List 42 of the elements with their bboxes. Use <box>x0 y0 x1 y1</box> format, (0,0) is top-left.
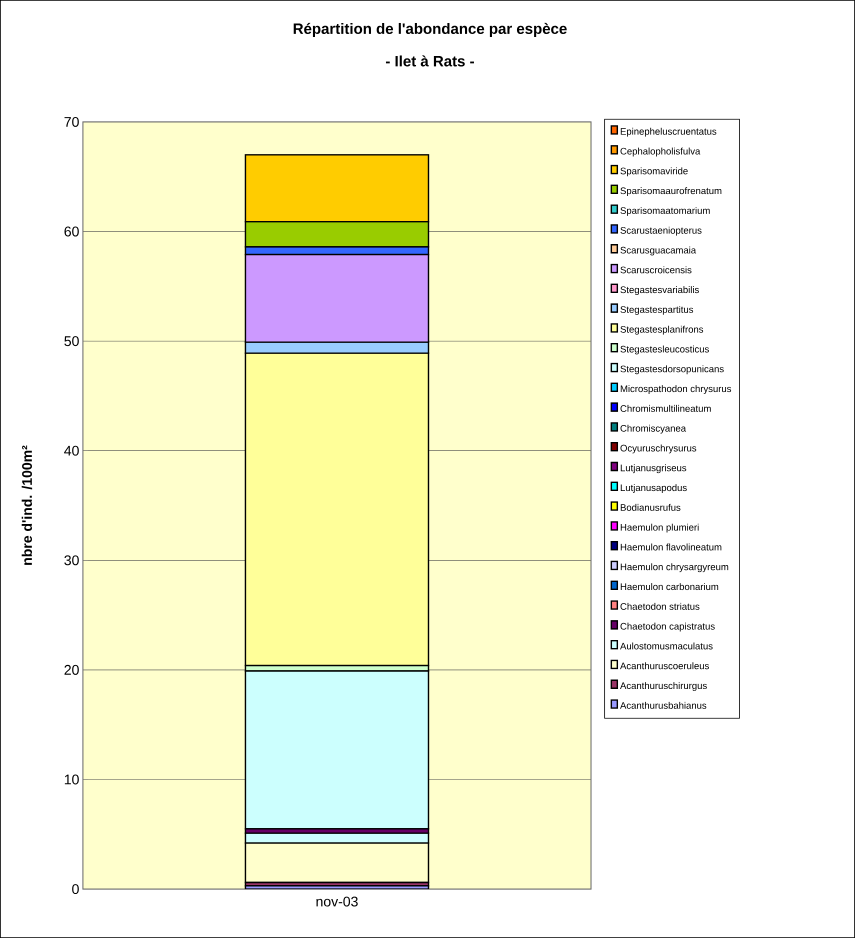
legend-label: Stegastesleucosticus <box>620 346 709 354</box>
legend-label: Haemulon carbonarium <box>620 583 718 590</box>
chart-subtitle: - Ilet à Rats - <box>386 55 474 66</box>
legend-label: Lutjanusapodus <box>620 484 687 493</box>
legend-label: Scaruscroicensis <box>620 266 692 274</box>
legend-label: Chromismultilineatum <box>620 404 711 412</box>
legend-label: Sparisomaatomarium <box>620 206 710 216</box>
legend-label: Chromiscyanea <box>620 424 686 434</box>
legend-label: Epinepheluscruentatus <box>620 128 716 137</box>
legend-label: Acanthuruscoeruleus <box>620 662 709 670</box>
legend-label: Chaetodon capistratus <box>620 622 715 632</box>
legend-label: Acanthurusbahianus <box>620 702 706 709</box>
legend-label: Lutjanusgriseus <box>620 464 686 474</box>
y-tick-label: 50 <box>64 336 79 346</box>
legend-label: Stegastesvariabilis <box>620 286 699 296</box>
legend-label: Microspathodon chrysurus <box>620 385 732 394</box>
y-tick-label: 30 <box>64 555 79 566</box>
x-tick-label: nov-03 <box>316 896 358 907</box>
chart-title: Répartition de l'abondance par espèce <box>294 22 567 37</box>
legend-label: Sparisomaviride <box>620 167 688 176</box>
legend-label: Acanthuruschirurgus <box>620 682 707 691</box>
y-tick-label: 40 <box>64 446 79 456</box>
legend-label: Chaetodon striatus <box>620 602 700 610</box>
legend-label: Aulostomusmaculatus <box>620 642 713 650</box>
legend-label: Stegastesdorsopunicans <box>620 365 724 374</box>
legend-label: Haemulon chrysargyreum <box>620 563 728 572</box>
legend-label: Scarustaeniopterus <box>620 226 702 236</box>
legend-label: Sparisomaaurofrenatum <box>620 187 722 196</box>
legend-label: Stegastespartitus <box>620 306 694 315</box>
y-tick-label: 10 <box>64 774 79 784</box>
y-tick-label: 20 <box>64 664 79 675</box>
y-tick-label: 70 <box>64 116 79 127</box>
legend-label: Scarusguacamaia <box>620 246 696 256</box>
legend-label: Haemulon plumieri <box>620 524 699 533</box>
legend-label: Ocyuruschrysurus <box>620 444 696 454</box>
legend-label: Cephalopholisfulva <box>620 148 700 156</box>
y-tick-label: 60 <box>64 226 79 236</box>
y-tick-label: 0 <box>72 884 79 894</box>
legend-label: Haemulon flavolineatum <box>620 543 722 550</box>
legend-label: Stegastesplanifrons <box>620 326 704 335</box>
y-axis-title: nbre d'ind. /100m² <box>22 446 32 565</box>
legend-label: Bodianusrufus <box>620 504 680 511</box>
